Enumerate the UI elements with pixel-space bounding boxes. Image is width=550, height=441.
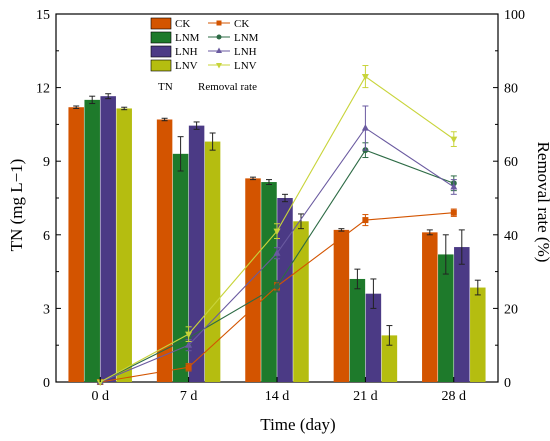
legend-label-bar-lnh: LNH (175, 46, 198, 58)
bar-lnm-4 (438, 254, 454, 382)
line-point-lnh-3 (361, 124, 369, 131)
bar-ck-2 (245, 178, 261, 382)
legend-swatch-lnm (150, 31, 172, 44)
bar-lnm-1 (172, 153, 189, 382)
right-tick-label-3: 60 (504, 155, 518, 170)
bar-ck-0 (68, 107, 84, 382)
legend-swatch-ck (150, 17, 172, 30)
line-point-lnh-2 (273, 249, 281, 256)
legend-marker-lnv (216, 63, 222, 69)
left-tick-label-2: 6 (43, 229, 50, 244)
line-series-group (96, 65, 458, 386)
bar-lnh-0 (100, 96, 116, 382)
line-point-lnv-1 (185, 331, 193, 339)
bar-lnv-4 (470, 287, 486, 382)
legend-title-lines: Removal rate (198, 81, 257, 93)
legend-label-line-lnm: LNM (234, 32, 259, 44)
bar-lnm-3 (349, 278, 366, 382)
legend-marker-lnh (216, 47, 222, 53)
bar-lnv-3 (381, 335, 398, 382)
left-tick-label-3: 9 (43, 155, 50, 170)
x-tick-label-1: 7 d (180, 389, 198, 404)
legend-marker-lnm (216, 34, 222, 40)
left-tick-label-1: 3 (43, 302, 50, 317)
right-tick-label-5: 100 (504, 8, 525, 23)
x-axis-title: Time (day) (260, 415, 335, 434)
bar-lnh-2 (277, 198, 293, 382)
bar-ck-3 (333, 229, 350, 382)
line-point-lnv-3 (361, 74, 369, 81)
bar-ck-4 (422, 232, 438, 382)
axes-group: 0 3 6 9 12 15 0 20 40 60 80 100 0 d 7 d 14 d 21 d 28 d (36, 8, 525, 404)
legend-swatch-lnv (150, 59, 172, 72)
bar-lnh-3 (365, 293, 382, 382)
legend-swatch-lnh (150, 45, 172, 58)
line-point-lnh-1 (185, 341, 193, 348)
x-tick-label-4: 28 d (442, 389, 467, 404)
bar-lnh-4 (454, 247, 470, 382)
x-tick-label-2: 14 d (265, 389, 290, 404)
bar-ck-1 (156, 119, 173, 382)
legend-label-line-lnh: LNH (234, 46, 257, 58)
bar-lnv-0 (116, 108, 132, 382)
legend-title-bars: TN (158, 81, 173, 93)
line-point-ck-3 (362, 217, 369, 224)
legend-label-line-lnv: LNV (234, 60, 257, 72)
legend-label-bar-ck: CK (175, 18, 190, 30)
line-point-lnv-2 (273, 228, 281, 236)
right-tick-label-4: 80 (504, 82, 518, 97)
right-tick-label-1: 20 (504, 302, 518, 317)
bar-lnv-2 (293, 221, 309, 382)
y-axis-title-left: TN (mg L−1) (7, 159, 26, 252)
right-tick-label-2: 40 (504, 229, 518, 244)
bar-lnm-2 (261, 182, 277, 382)
line-lnm (99, 149, 454, 383)
right-tick-label-0: 0 (504, 376, 511, 391)
bar-lnh-1 (188, 125, 205, 383)
y-axis-title-right: Removal rate (%) (534, 142, 550, 263)
bar-series-group (68, 93, 486, 383)
left-tick-label-0: 0 (43, 376, 50, 391)
line-point-lnm-2 (274, 283, 280, 290)
bar-lnm-0 (84, 99, 100, 382)
line-point-ck-4 (450, 209, 457, 216)
x-tick-label-3: 21 d (353, 389, 378, 404)
left-tick-label-4: 12 (36, 82, 50, 97)
x-tick-label-0: 0 d (91, 389, 109, 404)
legend-marker-ck (216, 20, 222, 26)
line-point-lnh-4 (450, 182, 458, 190)
line-point-lnv-0 (96, 379, 104, 386)
line-point-ck-1 (185, 364, 192, 371)
legend-label-line-ck: CK (234, 18, 249, 30)
line-point-lnv-4 (450, 136, 458, 144)
legend-label-bar-lnv: LNV (175, 60, 198, 72)
legend-label-bar-lnm: LNM (175, 32, 200, 44)
left-tick-label-5: 15 (36, 8, 50, 23)
